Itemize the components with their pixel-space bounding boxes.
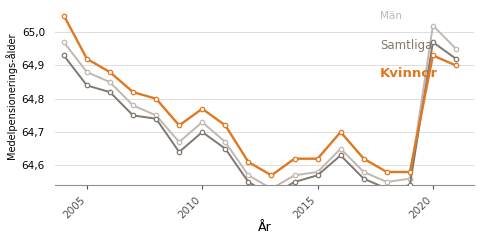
X-axis label: År: År [258, 222, 271, 234]
Text: Kvinnor: Kvinnor [380, 67, 438, 80]
Y-axis label: Medelpensionerings-ålder: Medelpensionerings-ålder [6, 32, 17, 159]
Text: Samtliga: Samtliga [380, 39, 432, 52]
Text: Män: Män [380, 11, 402, 21]
